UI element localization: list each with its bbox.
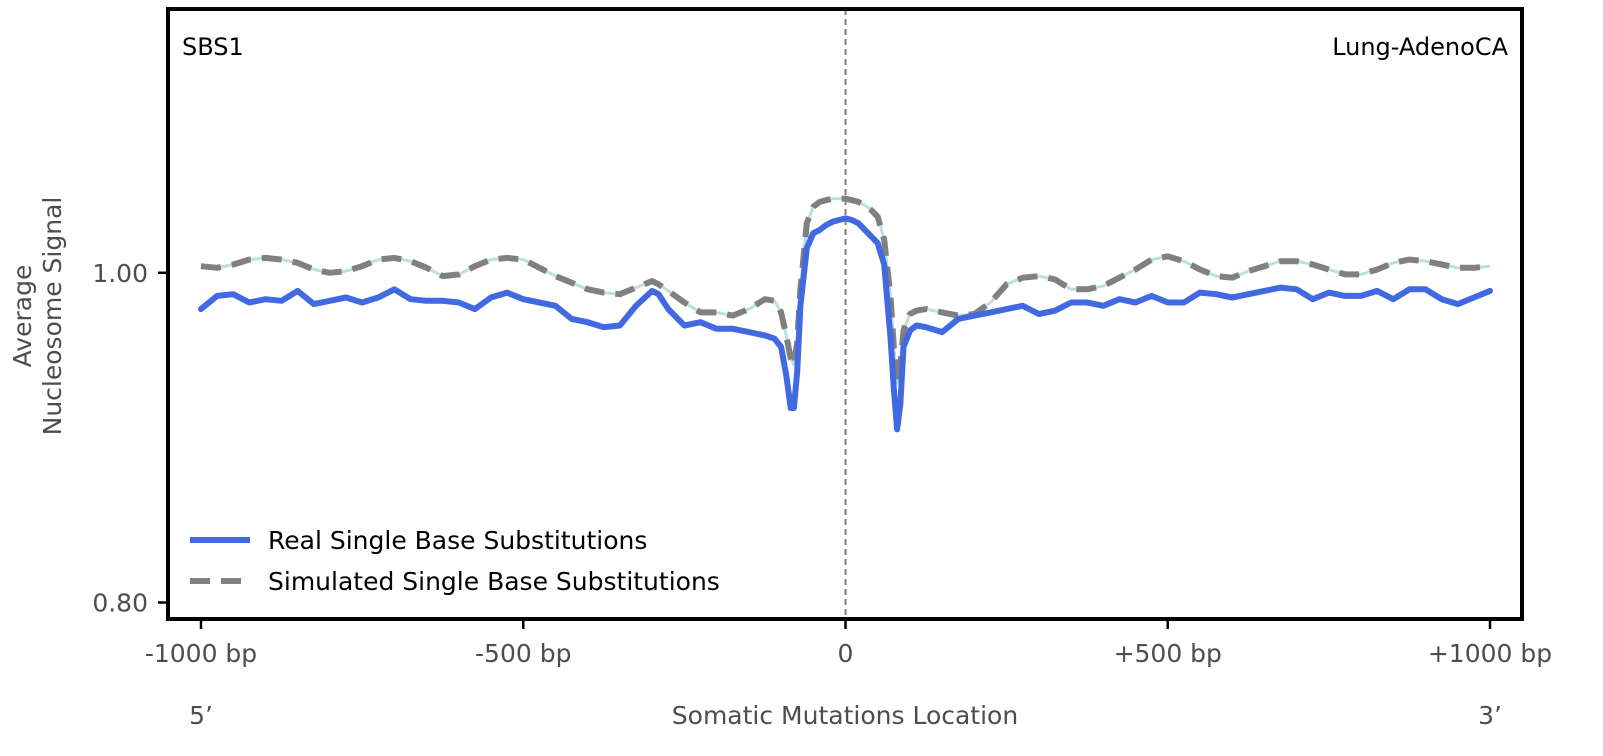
y-axis-title-line-0: Average xyxy=(8,265,37,368)
y-axis-title-text: AverageNucleosome Signal xyxy=(8,197,67,436)
simulated-series-line xyxy=(200,195,1491,387)
y-tick-label-1: 1.00 xyxy=(92,259,148,288)
x-tick-label-2: 0 xyxy=(838,639,854,668)
x-tick-label-4: +1000 bp xyxy=(1428,639,1552,668)
y-axis-title: AverageNucleosome Signal xyxy=(8,197,67,436)
signature-label: SBS1 xyxy=(182,33,244,61)
legend: Real Single Base Substitutions Simulated … xyxy=(190,526,720,596)
legend-label-1: Simulated Single Base Substitutions xyxy=(268,567,720,596)
cancer-type-label: Lung-AdenoCA xyxy=(1332,33,1508,61)
y-tick-label-0: 0.80 xyxy=(92,589,148,618)
y-axis-title-line-1: Nucleosome Signal xyxy=(38,197,67,436)
plot-area xyxy=(198,9,1493,619)
x-tick-label-0: -1000 bp xyxy=(145,639,257,668)
three-prime-label: 3’ xyxy=(1478,701,1502,730)
x-tick-label-3: +500 bp xyxy=(1114,639,1222,668)
real-series-line xyxy=(198,215,1493,433)
five-prime-label: 5’ xyxy=(189,701,213,730)
x-axis-title: Somatic Mutations Location xyxy=(672,701,1018,730)
legend-label-0: Real Single Base Substitutions xyxy=(268,526,647,555)
axes: -1000 bp -500 bp 0 +500 bp +1000 bp 0.80 1.00 xyxy=(92,259,1552,668)
x-tick-label-1: -500 bp xyxy=(475,639,571,668)
